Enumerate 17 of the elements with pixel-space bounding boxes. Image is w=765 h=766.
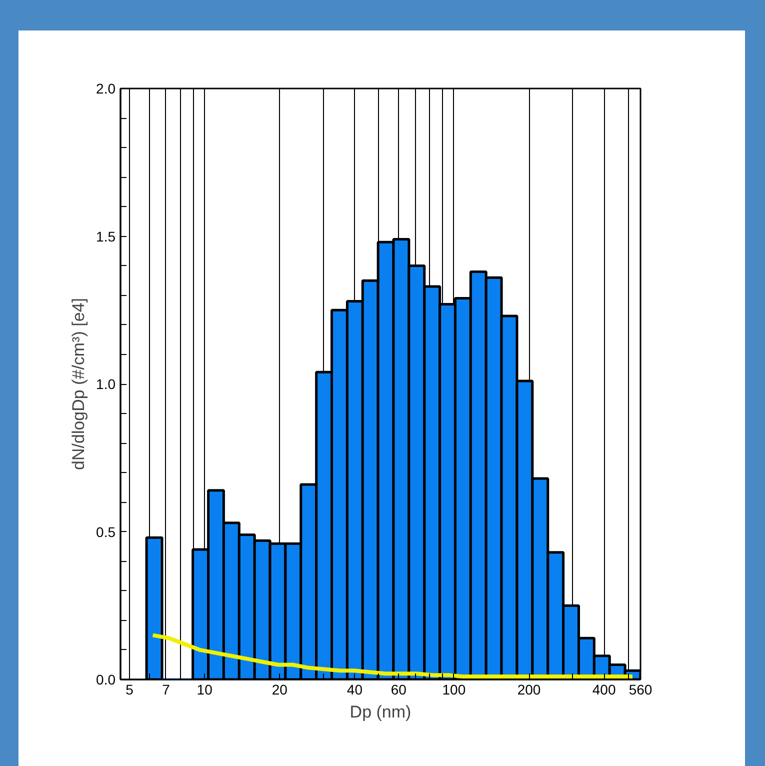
x-axis-title: Dp (nm) [350,702,412,722]
y-tick-label: 1.5 [96,228,116,244]
y-tick-label: 2.0 [96,80,116,96]
x-tick-label: 7 [162,682,170,698]
x-tick-label: 5 [126,682,134,698]
x-tick-label: 560 [628,682,652,698]
x-tick-label: 200 [517,682,541,698]
x-tick-label: 100 [442,682,466,698]
x-tick-label: 60 [390,682,407,698]
x-tick-label: 20 [272,682,288,698]
x-tick-label: 40 [346,682,363,698]
y-axis-title: dN/dlogDp (#/cm³) [e4] [69,298,88,470]
y-tick-label: 1.0 [96,376,116,392]
y-tick-label: 0.5 [96,524,116,540]
y-tick-label: 0.0 [96,672,116,688]
x-tick-label: 10 [196,682,213,698]
x-tick-label: 400 [592,682,616,698]
